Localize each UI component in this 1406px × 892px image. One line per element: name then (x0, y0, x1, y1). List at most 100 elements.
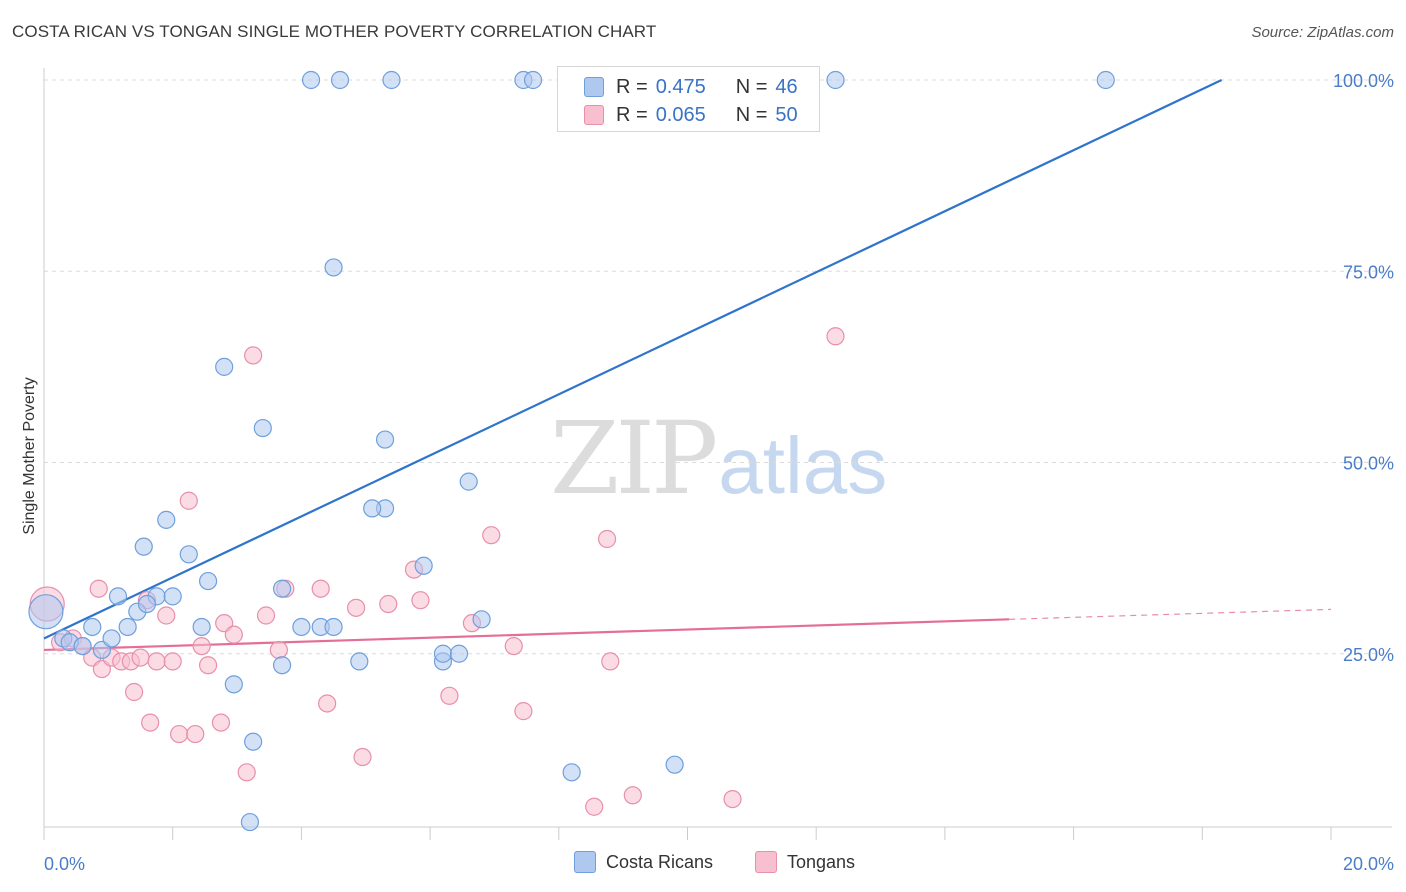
data-points (28, 70, 1115, 832)
costa-rican-point (1096, 70, 1115, 90)
tongan-point (256, 606, 276, 625)
tongan-point (601, 652, 620, 671)
costa-rican-point (215, 357, 234, 376)
tongan-point (163, 652, 182, 671)
trend-lines (43, 79, 1332, 652)
costa-rican-point (324, 617, 343, 637)
tongan-point (131, 648, 150, 667)
tongan-point (353, 747, 372, 767)
costa-rican-point (375, 430, 395, 449)
costa-rican-point (350, 652, 369, 671)
costa-rican-point (459, 472, 478, 491)
costa-rican-point (826, 70, 845, 90)
tongan-point (826, 327, 845, 346)
legend-r-label: R = (616, 75, 648, 98)
tongan-point (198, 656, 218, 675)
legend-label-tongans: Tongans (787, 851, 856, 872)
y-tick-label: 75.0% (1343, 262, 1394, 282)
tongan-point (482, 526, 501, 545)
costa-rican-point (244, 732, 263, 751)
legend-r-value: 0.475 (655, 75, 706, 98)
series-legend: Costa Ricans Tongans (0, 851, 1406, 877)
y-axis-label: Single Mother Poverty (21, 377, 38, 534)
tongan-point (504, 636, 523, 656)
costa-rican-point (382, 70, 401, 90)
legend-n-label: N = (735, 103, 768, 126)
costa-rican-point (665, 755, 684, 774)
costa-rican-point (253, 418, 272, 438)
costa-rican-point (73, 636, 92, 656)
trend-line-tongans (43, 618, 1010, 652)
costa-rican-point (198, 571, 218, 591)
legend-swatch-costa-ricans (584, 77, 604, 97)
legend-swatch-costa-ricans (574, 851, 596, 873)
costa-rican-point (28, 594, 64, 630)
costa-rican-point (157, 510, 176, 529)
costa-rican-point (330, 70, 350, 90)
costa-rican-point (272, 656, 292, 675)
costa-rican-point (562, 763, 581, 782)
costa-rican-point (83, 617, 102, 637)
tongan-point (723, 789, 742, 809)
tongan-point (186, 724, 205, 744)
watermark: ZIPatlas (550, 400, 887, 517)
costa-rican-point (224, 675, 243, 694)
watermark-zip: ZIP (550, 400, 718, 517)
tongan-point (157, 606, 176, 625)
tongan-point (124, 682, 144, 702)
costa-rican-point (472, 610, 491, 629)
legend-n-value: 46 (775, 75, 798, 98)
trend-line-costa-ricans (43, 79, 1223, 640)
legend-row-costa-ricans: R = 0.475 N = 46 (584, 72, 798, 102)
tongan-point (311, 579, 330, 598)
costa-rican-point (433, 644, 453, 663)
tongan-point (141, 713, 160, 732)
legend-n-value: 50 (775, 103, 798, 126)
costa-rican-point (414, 556, 433, 575)
y-tick-label: 100.0% (1333, 71, 1394, 91)
costa-rican-point (449, 644, 469, 663)
costa-rican-point (192, 617, 211, 637)
costa-rican-point (118, 617, 137, 637)
legend-swatch-tongans (755, 851, 777, 873)
costa-rican-point (301, 70, 321, 90)
tongan-point (244, 346, 263, 365)
costa-rican-point (137, 594, 157, 614)
tongan-point (379, 594, 398, 614)
tongan-point (318, 694, 337, 713)
costa-rican-point (102, 629, 121, 648)
costa-rican-point (292, 617, 311, 637)
costa-rican-point (134, 537, 153, 556)
tongan-point (192, 636, 211, 656)
costa-rican-point (324, 258, 343, 277)
trend-line-tongans-extension (1009, 608, 1332, 620)
legend-swatch-tongans (584, 105, 604, 125)
legend-item-costa-ricans[interactable]: Costa Ricans (574, 851, 713, 873)
tongan-point (237, 763, 256, 782)
source-label: Source: ZipAtlas.com (1251, 24, 1394, 41)
tongan-point (179, 491, 198, 510)
costa-rican-point (272, 579, 292, 598)
correlation-legend: R = 0.475 N = 46 R = 0.065 N = 50 (557, 66, 820, 132)
tongan-point (411, 591, 430, 610)
legend-row-tongans: R = 0.065 N = 50 (584, 100, 798, 130)
legend-item-tongans[interactable]: Tongans (755, 851, 855, 873)
tongan-point (346, 598, 366, 617)
legend-n-label: N = (735, 75, 768, 98)
gridlines (44, 79, 1392, 655)
tongan-point (597, 529, 617, 549)
tongan-point (147, 652, 166, 671)
tongan-point (440, 686, 459, 705)
tongan-point (211, 713, 231, 732)
costa-rican-point (163, 587, 182, 606)
legend-r-value: 0.065 (655, 103, 706, 126)
x-tick-label-min: 0.0% (44, 854, 85, 874)
watermark-atlas: atlas (718, 421, 888, 510)
legend-label-costa-ricans: Costa Ricans (606, 851, 714, 872)
costa-rican-point (523, 70, 543, 90)
tongan-point (623, 786, 642, 805)
tongan-point (170, 724, 189, 744)
y-tick-label: 50.0% (1343, 454, 1394, 474)
tongan-point (269, 640, 288, 660)
